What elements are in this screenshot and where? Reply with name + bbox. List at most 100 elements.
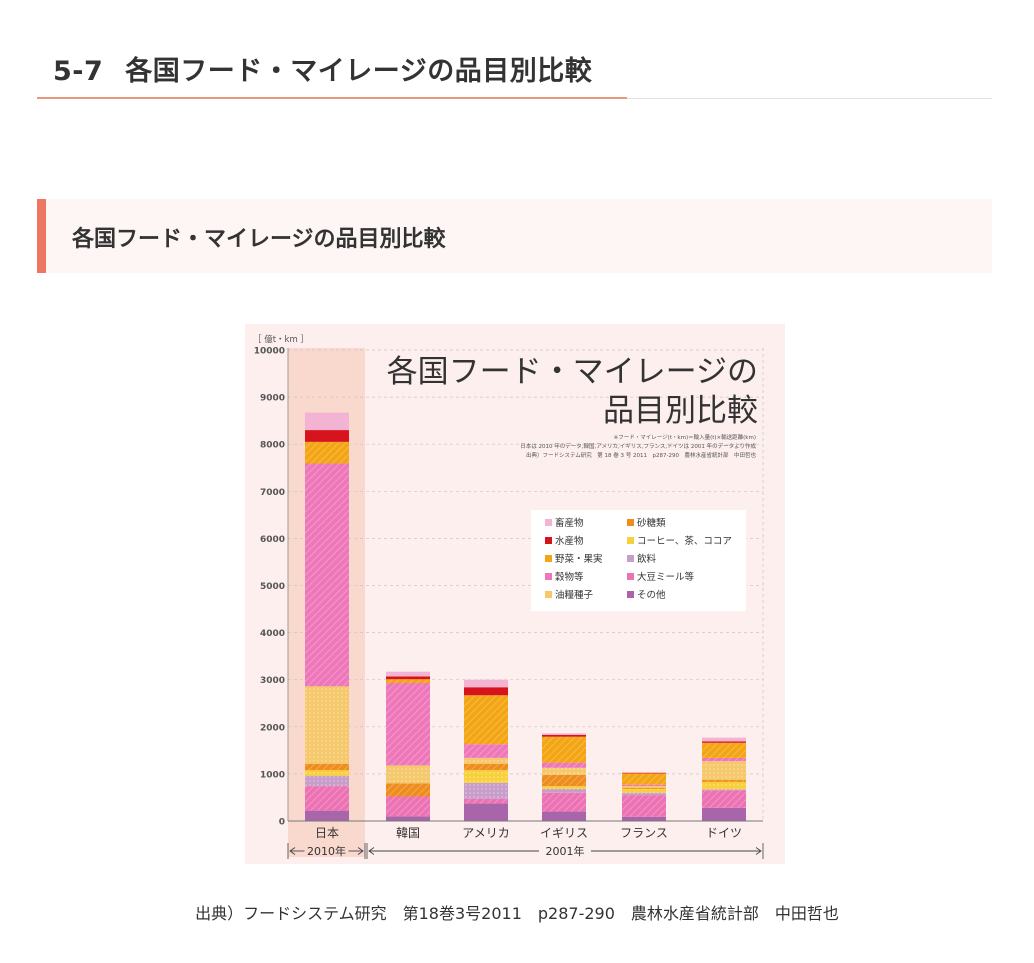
bar-segment-texture <box>464 757 508 765</box>
bar-segment-texture <box>542 792 586 812</box>
bar-segment-texture <box>702 790 746 808</box>
bar-segment-texture <box>464 770 508 783</box>
chart-note-2: 日本は 2010 年のデータ,韓国,アメリカ,イギリス,フランス,ドイツは 20… <box>520 442 756 450</box>
y-tick-label: 4000 <box>260 629 285 639</box>
y-tick-label: 9000 <box>260 394 285 404</box>
page-title: 5-7 各国フード・マイレージの品目別比較 <box>53 49 592 88</box>
chart-title-line1: 各国フード・マイレージの <box>387 354 758 390</box>
bar-segment-texture <box>622 795 666 817</box>
x-axis: 日本 韓国 アメリカ イギリス フランス ドイツ 2010年 2001年 <box>287 820 764 859</box>
legend-label: コーヒー、茶、ココア <box>637 535 732 547</box>
legend-label: 野菜・果実 <box>555 553 603 565</box>
period-label: 2001年 <box>546 844 585 858</box>
y-tick-label: 0 <box>279 818 285 828</box>
bar-segment-texture <box>464 782 508 799</box>
y-tick-label: 6000 <box>260 535 285 545</box>
bar-segment <box>464 803 508 821</box>
bar-segment <box>305 412 349 431</box>
stacked-bar-chart: 0 1000 2000 3000 4000 5000 6000 7000 8000 9000 100… <box>253 334 764 859</box>
bar-segment-texture <box>305 686 349 765</box>
bar-segment-texture <box>386 783 430 797</box>
bar-segment-texture <box>542 767 586 775</box>
legend-label: 畜産物 <box>555 517 584 529</box>
legend-label: 大豆ミール等 <box>637 571 695 583</box>
bar-segment-texture <box>305 764 349 771</box>
legend-swatch <box>545 519 552 526</box>
bar-segment <box>305 810 349 821</box>
legend-box <box>531 510 746 611</box>
x-tick-label: 日本 <box>315 826 339 840</box>
bar-segment-texture <box>464 744 508 758</box>
x-tick-label: 韓国 <box>396 826 420 840</box>
legend-swatch <box>627 555 634 562</box>
legend-label: 油糧種子 <box>555 589 594 601</box>
period-label: 2010年 <box>307 844 346 858</box>
bar-segment-texture <box>622 788 666 789</box>
bar-segment-texture <box>542 786 586 789</box>
y-tick-label: 3000 <box>260 676 285 686</box>
chart-note-3: 出典）フードシステム研究 第 18 巻 3 号 2011 p287-290 農林… <box>526 451 757 459</box>
bar-segment <box>542 734 586 737</box>
legend-swatch <box>545 573 552 580</box>
bar-segment <box>542 733 586 735</box>
bars <box>305 412 746 821</box>
bar-segment <box>464 687 508 696</box>
bar-segment-texture <box>305 441 349 464</box>
bar-segment-texture <box>702 789 746 791</box>
source-caption: 出典）フードシステム研究 第18巻3号2011 p287-290 農林水産省統計… <box>195 904 839 923</box>
bar-segment-texture <box>464 695 508 745</box>
bar-segment-texture <box>542 736 586 763</box>
bar-segment-texture <box>386 765 430 784</box>
bracket-arrow-left <box>368 847 375 855</box>
y-tick-label: 5000 <box>260 582 285 592</box>
bar-segment-texture <box>542 774 586 787</box>
section-heading-text: 各国フード・マイレージの品目別比較 <box>72 227 446 252</box>
y-tick-label: 8000 <box>260 441 285 451</box>
chart-figure: 0 1000 2000 3000 4000 5000 6000 7000 8000 9000 100… <box>245 324 785 864</box>
legend-label: 水産物 <box>555 535 584 547</box>
chart-title-line2: 品目別比較 <box>603 393 758 429</box>
bracket-arrow-right <box>755 847 762 855</box>
bracket-arrow-left <box>289 847 296 855</box>
bar-segment <box>386 816 430 821</box>
bar-segment-texture <box>622 788 666 793</box>
legend-swatch <box>545 591 552 598</box>
chart-note-1: ※フード・マイレージ(t・km)＝輸入量(t)×輸送距離(km) <box>614 433 756 441</box>
bar-segment-texture <box>305 463 349 687</box>
bar-segment-texture <box>305 786 349 811</box>
bar-segment <box>702 741 746 743</box>
section-heading: 各国フード・マイレージの品目別比較 <box>37 199 992 273</box>
page-title-text: 各国フード・マイレージの品目別比較 <box>125 56 593 87</box>
bar-segment <box>464 679 508 688</box>
legend-swatch <box>545 537 552 544</box>
gridlines <box>288 349 763 775</box>
section-number: 5-7 <box>53 56 104 87</box>
bar-segment-texture <box>622 784 666 787</box>
bar-segment-texture <box>305 770 349 776</box>
y-axis: 0 1000 2000 3000 4000 5000 6000 7000 8000 9000 100… <box>254 347 764 828</box>
bar-segment-texture <box>464 764 508 771</box>
x-tick-label: アメリカ <box>462 826 509 840</box>
legend-label: 砂糖類 <box>637 517 666 529</box>
header-accent-line <box>37 97 627 99</box>
legend-label: 飲料 <box>637 553 657 565</box>
bar-segment-texture <box>622 773 666 785</box>
bar-segment-texture <box>702 780 746 782</box>
y-tick-label: 1000 <box>260 770 285 780</box>
bar-segment-texture <box>702 742 746 758</box>
bar-segment-texture <box>464 798 508 804</box>
bar-segment-texture <box>702 781 746 790</box>
bracket-arrow-right <box>357 847 364 855</box>
legend-label: 穀物等 <box>555 571 584 583</box>
page-header: 5-7 各国フード・マイレージの品目別比較 <box>37 36 992 99</box>
bar-segment-texture <box>622 792 666 796</box>
y-axis-unit: ［ 億t・km ］ <box>253 334 309 345</box>
bar-segment <box>702 807 746 821</box>
bar-segment <box>386 676 430 680</box>
x-tick-label: イギリス <box>540 826 588 840</box>
legend-swatch <box>627 519 634 526</box>
legend-swatch <box>627 573 634 580</box>
bar-segment-texture <box>702 757 746 762</box>
bar-segment <box>386 671 430 677</box>
